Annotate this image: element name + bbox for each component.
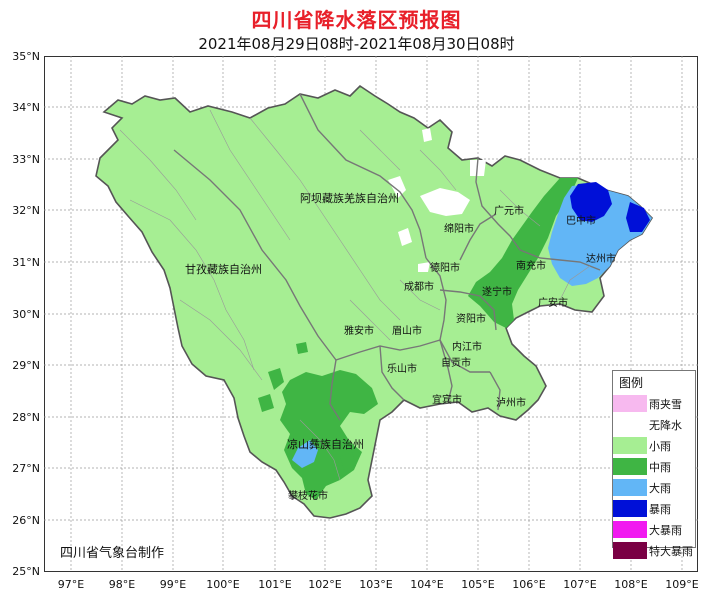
no-rain-area — [388, 176, 406, 198]
legend-item: 无降水 — [613, 414, 695, 435]
no-rain-area — [422, 128, 432, 142]
city-label-bazhong: 巴中市 — [566, 216, 596, 227]
moderate-rain-area-small — [340, 452, 356, 470]
lon-label: 97°E — [57, 578, 85, 591]
lat-label: 32°N — [12, 204, 40, 217]
city-label-suining: 遂宁市 — [482, 287, 512, 298]
city-label-mianyang: 绵阳市 — [444, 224, 474, 235]
lat-label: 34°N — [12, 101, 40, 114]
county-boundaries — [119, 109, 591, 481]
lat-label: 35°N — [12, 50, 40, 63]
no-rain-area — [420, 188, 470, 216]
province-light-rain-area — [95, 84, 654, 519]
legend-swatch — [613, 458, 647, 475]
legend-label: 暴雨 — [649, 502, 671, 516]
legend-item: 雨夹雪 — [613, 393, 695, 414]
legend-label: 无降水 — [649, 418, 682, 432]
legend-item: 中雨 — [613, 456, 695, 477]
moderate-rain-area-southwest — [280, 370, 378, 500]
moderate-rain-area-small — [296, 342, 308, 354]
moderate-rain-area-small — [258, 394, 274, 412]
legend-label: 特大暴雨 — [649, 544, 693, 558]
legend-item: 大暴雨 — [613, 519, 695, 540]
legend-label: 小雨 — [649, 439, 671, 453]
prefecture-boundaries — [173, 93, 601, 421]
city-label-luzhou: 泸州市 — [496, 398, 526, 409]
lon-label: 108°E — [614, 578, 648, 591]
city-label-zigong: 自贡市 — [441, 358, 471, 369]
no-rain-area — [398, 228, 412, 246]
city-label-guangan: 广安市 — [538, 298, 568, 309]
city-label-leshan: 乐山市 — [387, 364, 417, 375]
no-rain-area — [470, 160, 486, 176]
lat-label: 27°N — [12, 462, 40, 475]
city-label-guangyuan: 广元市 — [494, 206, 524, 217]
forecast-period: 2021年08月29日08时-2021年08月30日08时 — [198, 35, 515, 53]
legend-swatch — [613, 521, 647, 538]
legend-label: 中雨 — [649, 460, 671, 474]
city-label-nanchong: 南充市 — [516, 261, 546, 272]
city-label-meishan: 眉山市 — [392, 326, 422, 337]
legend-title: 图例 — [619, 376, 644, 390]
lat-label: 29°N — [12, 359, 40, 372]
lat-label: 30°N — [12, 308, 40, 321]
legend-item: 暴雨 — [613, 498, 695, 519]
lon-label: 106°E — [512, 578, 546, 591]
region-label-aba: 阿坝藏族羌族自治州 — [300, 192, 399, 205]
lon-label: 105°E — [461, 578, 495, 591]
lat-label: 33°N — [12, 153, 40, 166]
legend-swatch — [613, 500, 647, 517]
heavy-rain-area-southwest — [292, 440, 318, 468]
city-label-neijiang: 内江市 — [452, 342, 482, 353]
lon-label: 100°E — [206, 578, 240, 591]
legend-label: 大雨 — [649, 481, 671, 495]
legend-item: 大雨 — [613, 477, 695, 498]
city-label-chengdu: 成都市 — [404, 282, 434, 293]
lat-label: 26°N — [12, 514, 40, 527]
lon-label: 102°E — [308, 578, 342, 591]
legend-swatch — [613, 479, 647, 496]
city-label-yaan: 雅安市 — [344, 326, 374, 337]
lon-label: 104°E — [410, 578, 444, 591]
lat-label: 25°N — [12, 565, 40, 578]
city-label-panzhihua: 攀枝花市 — [288, 491, 328, 502]
map-title: 四川省降水落区预报图 — [251, 8, 462, 32]
lon-label: 107°E — [563, 578, 597, 591]
city-label-yibin: 宜宾市 — [432, 395, 462, 406]
lon-label: 99°E — [159, 578, 187, 591]
legend-swatch — [613, 437, 647, 454]
legend-label: 雨夹雪 — [649, 397, 682, 411]
rainstorm-area-northeast — [570, 182, 612, 222]
legend-swatch — [613, 542, 647, 559]
legend-item: 小雨 — [613, 435, 695, 456]
rainstorm-area-east — [626, 202, 650, 232]
producer-credit: 四川省气象台制作 — [60, 546, 165, 561]
map-legend: 图例 雨夹雪无降水小雨中雨大雨暴雨大暴雨特大暴雨 — [612, 370, 696, 559]
legend-item: 特大暴雨 — [613, 540, 695, 561]
city-label-dazhou: 达州市 — [586, 254, 616, 265]
city-label-ziyang: 资阳市 — [456, 314, 486, 325]
legend-label: 大暴雨 — [649, 523, 682, 537]
moderate-rain-area-small — [268, 368, 284, 390]
city-label-deyang: 德阳市 — [430, 263, 460, 274]
lon-label: 98°E — [108, 578, 136, 591]
region-label-liangshan: 凉山彝族自治州 — [287, 438, 364, 451]
region-label-ganzi: 甘孜藏族自治州 — [185, 263, 262, 276]
lon-label: 101°E — [258, 578, 292, 591]
lon-label: 109°E — [665, 578, 699, 591]
lat-label: 28°N — [12, 411, 40, 424]
legend-swatch — [613, 416, 647, 433]
legend-swatch — [613, 395, 647, 412]
lon-label: 103°E — [359, 578, 393, 591]
moderate-rain-band-east — [468, 178, 578, 328]
lat-label: 31°N — [12, 256, 40, 269]
no-rain-area — [418, 262, 430, 272]
